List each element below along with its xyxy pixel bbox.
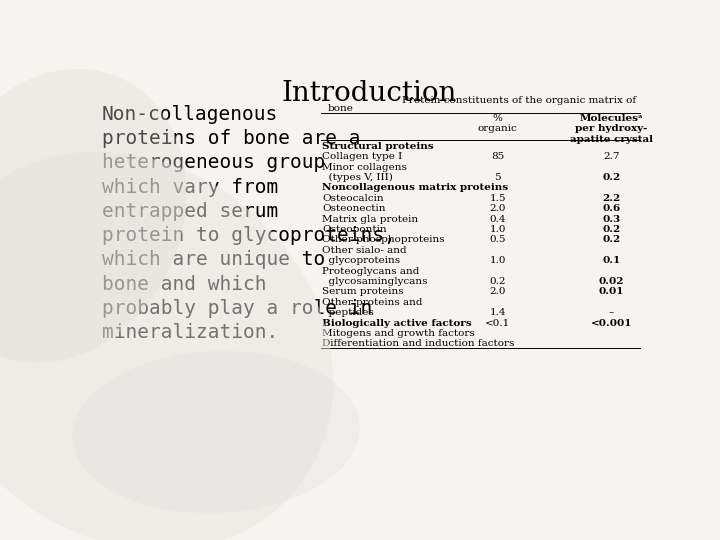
Text: 1.0: 1.0 <box>490 256 506 265</box>
Text: Osteonectin: Osteonectin <box>323 204 386 213</box>
Ellipse shape <box>72 351 360 513</box>
Text: Collagen type I: Collagen type I <box>323 152 402 161</box>
Text: %
organic: % organic <box>478 114 518 133</box>
Text: Non-collagenous
proteins of bone are a
heterogeneous group
which vary from
entra: Non-collagenous proteins of bone are a h… <box>102 105 395 342</box>
Text: Other proteins and: Other proteins and <box>323 298 423 307</box>
Text: Osteocalcin: Osteocalcin <box>323 194 384 203</box>
Text: 0.6: 0.6 <box>603 204 621 213</box>
Text: 1.4: 1.4 <box>490 308 506 317</box>
Text: –: – <box>609 308 614 317</box>
Text: <0.1: <0.1 <box>485 319 510 328</box>
Text: 0.4: 0.4 <box>490 214 506 224</box>
Text: 0.2: 0.2 <box>490 277 506 286</box>
Text: 85: 85 <box>491 152 504 161</box>
Text: <0.001: <0.001 <box>591 319 632 328</box>
Ellipse shape <box>0 152 333 540</box>
Text: 2.0: 2.0 <box>490 204 506 213</box>
Text: 5: 5 <box>495 173 501 182</box>
Text: Mitogens and growth factors: Mitogens and growth factors <box>323 329 475 338</box>
Ellipse shape <box>0 69 186 363</box>
Text: 2.0: 2.0 <box>490 287 506 296</box>
Text: Other sialo- and: Other sialo- and <box>323 246 407 255</box>
Text: 0.01: 0.01 <box>599 287 624 296</box>
Text: Serum proteins: Serum proteins <box>323 287 404 296</box>
Text: Differentiation and induction factors: Differentiation and induction factors <box>323 339 515 348</box>
Text: Proteoglycans and: Proteoglycans and <box>323 267 420 275</box>
Text: Matrix gla protein: Matrix gla protein <box>323 214 418 224</box>
Text: Protein constituents of the organic matrix of: Protein constituents of the organic matr… <box>402 96 636 105</box>
Text: peptides: peptides <box>323 308 374 317</box>
Text: 0.2: 0.2 <box>603 225 621 234</box>
Text: 1.5: 1.5 <box>490 194 506 203</box>
Text: 0.1: 0.1 <box>603 256 621 265</box>
Text: Moleculesᵃ
per hydroxy-
apatite crystal: Moleculesᵃ per hydroxy- apatite crystal <box>570 114 653 144</box>
Text: glycoproteins: glycoproteins <box>323 256 400 265</box>
Text: Introduction: Introduction <box>282 80 456 107</box>
Text: Biologically active factors: Biologically active factors <box>323 319 472 328</box>
Text: bone: bone <box>327 104 353 113</box>
Text: 1.0: 1.0 <box>490 225 506 234</box>
Text: 0.5: 0.5 <box>490 235 506 245</box>
Text: Other phosphoproteins: Other phosphoproteins <box>323 235 445 245</box>
Text: 0.2: 0.2 <box>603 235 621 245</box>
Text: 0.02: 0.02 <box>599 277 624 286</box>
Text: 0.3: 0.3 <box>603 214 621 224</box>
Text: 0.2: 0.2 <box>603 173 621 182</box>
Text: 2.2: 2.2 <box>603 194 621 203</box>
Text: glycosaminglycans: glycosaminglycans <box>323 277 428 286</box>
Text: Noncollagenous matrix proteins: Noncollagenous matrix proteins <box>323 184 508 192</box>
Text: 2.7: 2.7 <box>603 152 620 161</box>
Text: (types V, III): (types V, III) <box>323 173 393 182</box>
Text: Minor collagens: Minor collagens <box>323 163 408 172</box>
Text: Structural proteins: Structural proteins <box>323 142 434 151</box>
Text: Osteopontin: Osteopontin <box>323 225 387 234</box>
